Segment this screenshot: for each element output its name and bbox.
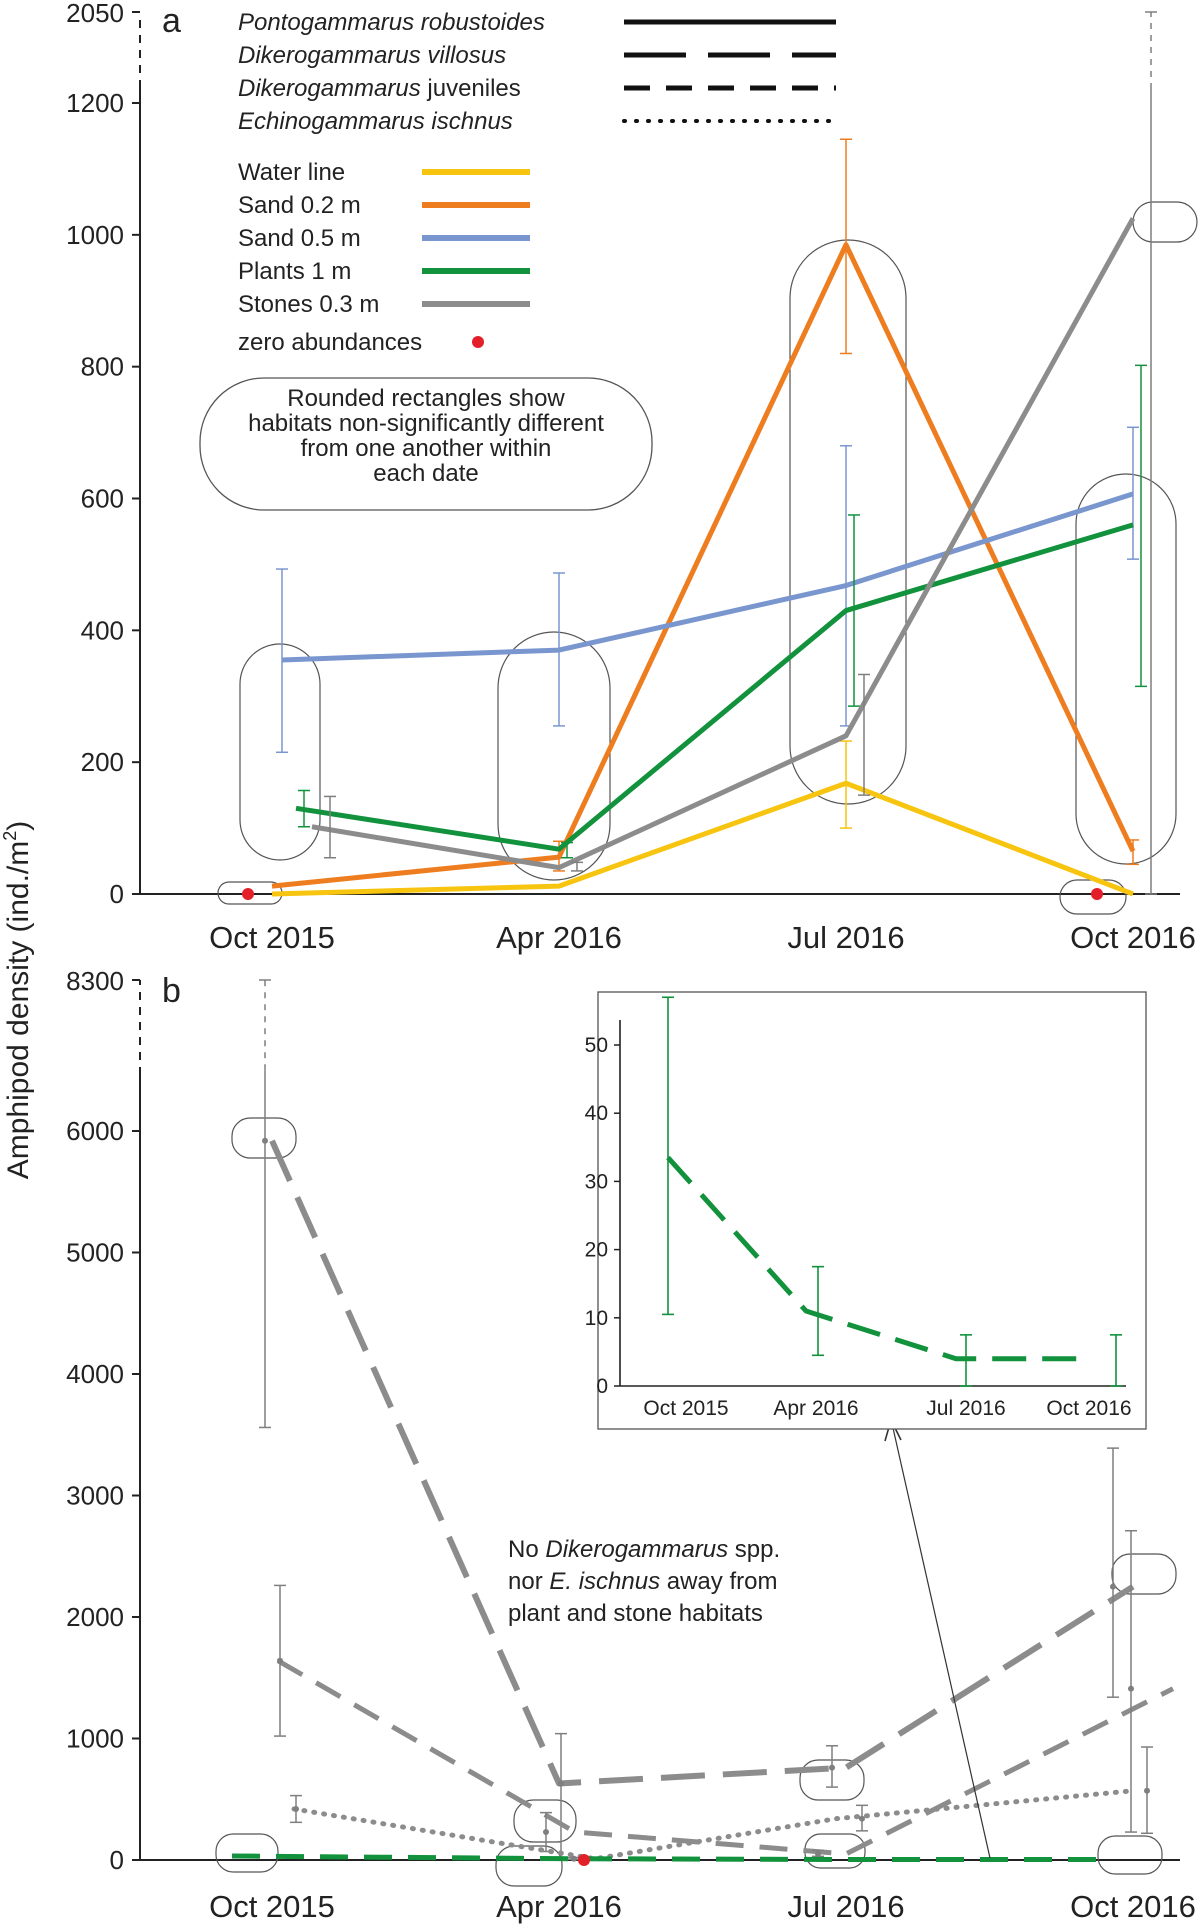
x-tick-label-a: Jul 2016 [787, 920, 904, 955]
series-line [295, 522, 1134, 852]
x-tick-label-b: Oct 2016 [1070, 1889, 1196, 1924]
annotation-line: habitats non-significantly different [248, 410, 604, 437]
legend-species-label: Dikerogammarus villosus [238, 42, 506, 69]
mean-point [262, 1137, 268, 1144]
y-tick-label-a: 0 [110, 879, 124, 909]
y-tick-label-a: 200 [81, 747, 124, 777]
inset-pointer-arrow [892, 1427, 991, 1859]
inset-y-tick-label: 20 [585, 1239, 608, 1262]
series-line [269, 1139, 1135, 1787]
inset-y-tick-label: 50 [585, 1034, 608, 1057]
y-tick-label-a: 1200 [66, 88, 124, 118]
mean-point [277, 1657, 283, 1664]
y-tick-label-b: 4000 [66, 1359, 124, 1389]
zero-abundance-dot [1091, 888, 1103, 900]
x-tick-label-a: Oct 2015 [209, 920, 335, 955]
legend-habitat-label: Water line [238, 159, 345, 186]
annotation-line: plant and stone habitats [508, 1600, 763, 1627]
zero-abundance-dot [242, 888, 254, 900]
y-tick-label-b: 2000 [66, 1602, 124, 1632]
y-tick-label-a: 2050 [66, 0, 124, 28]
mean-point [859, 1815, 865, 1822]
y-tick-label-a: 400 [81, 615, 124, 645]
legend: Pontogammarus robustoides Dikerogammarus … [238, 9, 838, 356]
significance-group-box [1132, 201, 1198, 243]
mean-point [571, 1855, 577, 1862]
panel-a-label: a [162, 2, 181, 40]
inset-y-tick-label: 30 [585, 1170, 608, 1193]
annotation-line: No Dikerogammarus spp. [508, 1536, 780, 1563]
inset-x-tick-label: Oct 2016 [1046, 1397, 1131, 1420]
annotation-line: Rounded rectangles show [287, 385, 565, 412]
legend-species-label: Dikerogammarus juveniles [238, 75, 521, 102]
series-line [231, 1853, 1097, 1863]
significance-group-box [513, 1799, 577, 1843]
series-line [291, 1788, 1136, 1862]
significance-group-box [215, 1833, 279, 1873]
legend-habitat-label: Sand 0.2 m [238, 192, 361, 219]
mean-point [543, 1829, 549, 1836]
y-tick-label-b: 0 [110, 1845, 124, 1875]
zero-abundance-dot [578, 1854, 590, 1866]
inset-y-tick-label: 40 [585, 1102, 608, 1125]
annotation-line: each date [373, 460, 478, 487]
panel-a: 0 200 400 600 800 1000 1200 2050 Oct 2015 Apr 201… [66, 0, 1198, 955]
mean-point [1128, 1685, 1134, 1692]
annotation-line: from one another within [301, 435, 552, 462]
series-line [276, 1658, 1175, 1857]
significance-group-box [497, 631, 611, 881]
significance-group-box [231, 1117, 297, 1159]
inset-x-tick-label: Oct 2015 [643, 1397, 728, 1420]
annotation-line: nor E. ischnus away from [508, 1568, 777, 1595]
y-tick-label-b: 3000 [66, 1481, 124, 1511]
annotation-box [199, 377, 653, 511]
y-tick-label-b: 1000 [66, 1724, 124, 1754]
inset-chart: 0 10 20 30 40 50 Oct 2015 Apr 2016 Jul 2016 Oct 2… [585, 991, 1147, 1430]
significance-group-box [1075, 473, 1177, 865]
x-tick-label-a: Apr 2016 [496, 920, 622, 955]
y-tick-label-b: 5000 [66, 1238, 124, 1268]
inset-frame [597, 991, 1147, 1430]
series-line [271, 780, 1134, 897]
inset-series-line [666, 1155, 1079, 1362]
series-line [311, 217, 1136, 871]
inset-x-tick-label: Apr 2016 [773, 1397, 858, 1420]
x-tick-label-b: Apr 2016 [496, 1889, 622, 1924]
series-line [281, 491, 1134, 663]
y-axis-label: Amphipod density (ind./m2) [0, 821, 35, 1180]
y-tick-label-a: 1000 [66, 220, 124, 250]
mean-point [1110, 1583, 1116, 1590]
legend-habitat-label: Plants 1 m [238, 258, 351, 285]
mean-point [558, 1780, 564, 1787]
inset-y-tick-label: 0 [596, 1375, 608, 1398]
mean-point [1144, 1787, 1150, 1794]
x-tick-label-b: Oct 2015 [209, 1889, 335, 1924]
legend-zero-dot [472, 336, 484, 348]
y-tick-label-b: 8300 [66, 966, 124, 996]
significance-group-box [1111, 1553, 1177, 1595]
significance-group-box [789, 239, 907, 805]
legend-species-label: Pontogammarus robustoides [238, 9, 545, 36]
significance-group-box [239, 643, 321, 861]
significance-group-box [1097, 1835, 1163, 1875]
mean-point [815, 1850, 821, 1857]
legend-zero-label: zero abundances [238, 329, 422, 356]
y-tick-label-a: 800 [81, 352, 124, 382]
significance-group-box [495, 1845, 563, 1887]
mean-point [829, 1764, 835, 1771]
y-tick-label-a: 600 [81, 484, 124, 514]
panel-b: 0 1000 2000 3000 4000 5000 6000 8300 Oct 2015 Apr… [66, 966, 1196, 1924]
y-tick-label-b: 6000 [66, 1116, 124, 1146]
inset-y-tick-label: 10 [585, 1307, 608, 1330]
series-line [271, 242, 1136, 889]
panel-b-label: b [162, 972, 181, 1010]
legend-habitat-label: Stones 0.3 m [238, 291, 379, 318]
legend-habitat-label: Sand 0.5 m [238, 225, 361, 252]
inset-x-tick-label: Jul 2016 [926, 1397, 1005, 1420]
x-tick-label-a: Oct 2016 [1070, 920, 1196, 955]
x-tick-label-b: Jul 2016 [787, 1889, 904, 1924]
legend-species-label: Echinogammarus ischnus [238, 108, 513, 135]
mean-point [293, 1805, 299, 1812]
